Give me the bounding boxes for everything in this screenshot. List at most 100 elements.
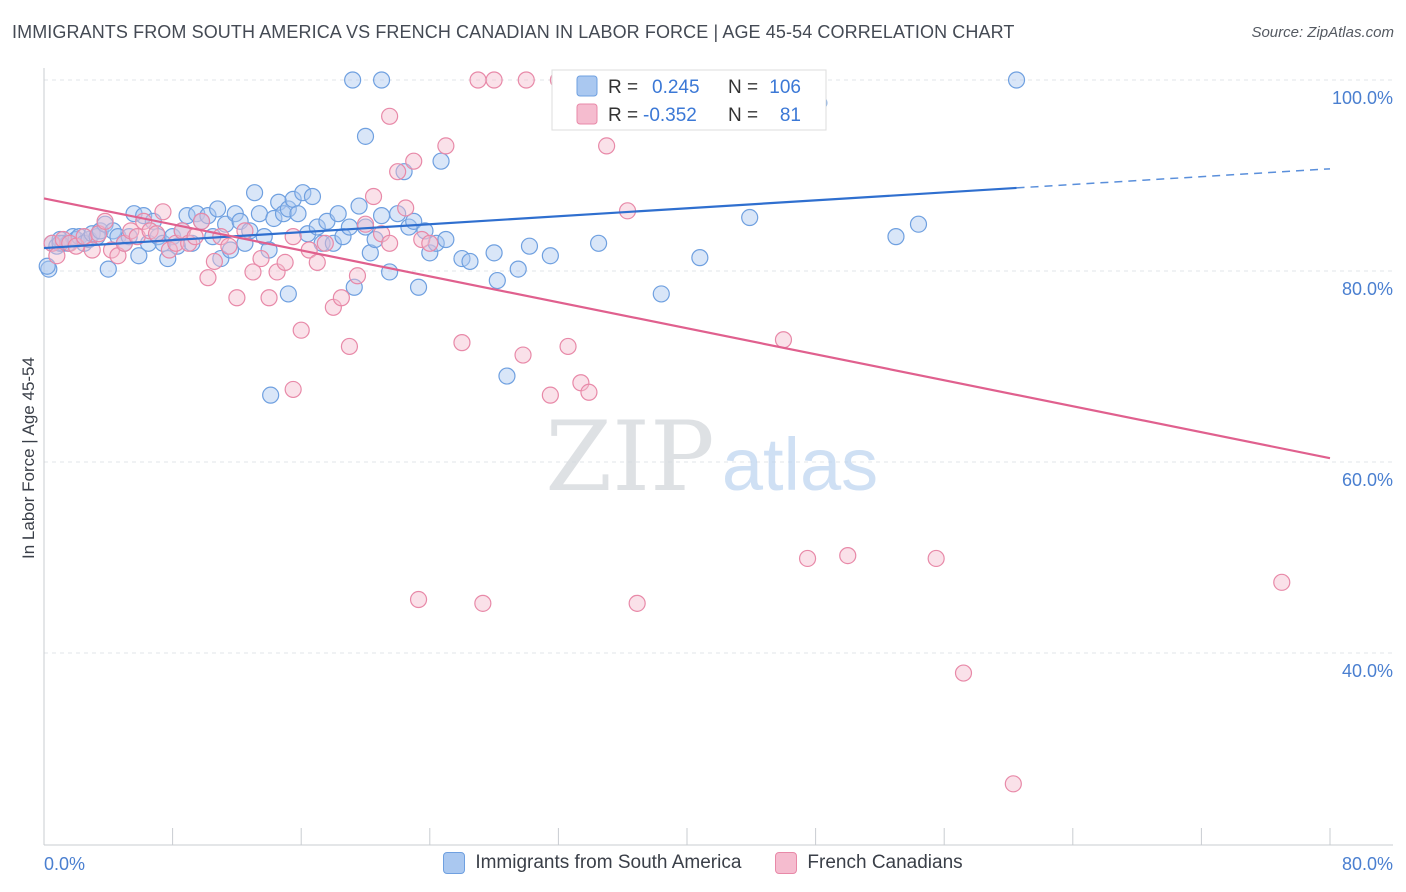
point-s1-78: [927, 549, 945, 568]
point-s1-25: [205, 252, 223, 271]
stats-n-label-1: N =: [728, 77, 758, 98]
point-s1-34: [276, 253, 294, 272]
point-s1-54: [453, 334, 471, 352]
point-s0-66: [350, 197, 368, 215]
point-s0-92: [356, 127, 375, 145]
point-s1-83: [409, 590, 428, 609]
stats-r-label-2: R =: [608, 105, 638, 126]
point-s0-62: [329, 205, 347, 223]
point-s0-101: [1007, 71, 1026, 89]
point-s1-45: [364, 187, 383, 206]
y-axis-label: In Labor Force | Age 45-54: [19, 357, 38, 559]
point-s0-89: [589, 234, 608, 252]
watermark-zip: ZIP: [545, 401, 714, 513]
legend-swatch-french-canadians: [775, 852, 798, 874]
point-s0-91: [372, 71, 391, 89]
point-s0-52: [279, 200, 297, 218]
trend-line-south-america-extension: [1016, 168, 1331, 189]
stats-r-value-2: -0.352: [643, 105, 697, 126]
point-s0-46: [250, 205, 269, 223]
point-s1-51: [413, 230, 431, 249]
gridlines: [44, 79, 1393, 654]
point-s0-98: [741, 208, 759, 227]
x-tick-left: 0.0%: [44, 854, 85, 874]
point-s1-39: [316, 234, 334, 252]
point-s0-0: [40, 260, 58, 278]
point-s0-51: [274, 205, 293, 223]
point-s1-47: [381, 234, 399, 252]
point-s0-45: [245, 184, 264, 202]
y-tick-label-2: 60.0%: [1342, 470, 1393, 490]
point-s0-93: [262, 386, 280, 404]
point-s1-81: [1273, 573, 1291, 591]
point-s1-27: [220, 237, 238, 255]
point-s1-76: [628, 594, 646, 612]
point-s1-31: [252, 249, 270, 268]
point-s0-73: [395, 163, 413, 181]
stats-swatch-south-america: [576, 75, 598, 97]
point-s1-50: [405, 152, 423, 170]
point-s1-42: [340, 337, 359, 356]
point-s1-68: [541, 386, 559, 404]
chart-source: Source: ZipAtlas.com: [1251, 24, 1394, 41]
point-s0-15: [99, 260, 117, 278]
point-s0-37: [209, 200, 227, 218]
point-s0-97: [691, 249, 709, 267]
point-s0-100: [909, 215, 928, 233]
point-s1-41: [332, 289, 350, 307]
point-s1-1: [48, 247, 66, 265]
legend-item-french-canadians[interactable]: French Canadians: [775, 852, 963, 874]
point-s0-86: [520, 237, 539, 255]
point-s1-36: [292, 321, 310, 339]
point-s0-84: [485, 244, 503, 262]
y-tick-labels: 100.0% 80.0% 60.0% 40.0%: [1332, 88, 1393, 681]
point-s1-82: [284, 380, 302, 399]
point-s0-96: [652, 285, 670, 303]
point-s1-12: [122, 222, 140, 240]
point-s1-72: [598, 137, 616, 155]
point-s0-80: [432, 152, 450, 170]
point-s1-8: [96, 212, 114, 230]
point-s0-21: [130, 247, 148, 265]
point-s1-49: [397, 199, 415, 217]
point-s0-55: [294, 184, 312, 202]
point-s0-90: [344, 71, 362, 89]
point-s1-71: [580, 383, 598, 401]
legend-item-south-america[interactable]: Immigrants from South America: [443, 852, 741, 874]
bottom-legend: Immigrants from South America French Can…: [0, 852, 1406, 874]
point-s1-48: [389, 163, 407, 181]
point-s0-35: [199, 207, 217, 225]
trend-line-french-canadians: [43, 197, 1331, 460]
point-s1-56: [485, 71, 503, 89]
point-s0-78: [421, 244, 439, 262]
trend-line-south-america: [43, 186, 1017, 250]
point-s1-84: [474, 594, 492, 612]
stats-r-label-1: R =: [608, 77, 638, 98]
stats-swatch-french-canadians: [576, 103, 598, 125]
point-s1-44: [356, 215, 375, 233]
point-s1-55: [469, 71, 487, 89]
stats-n-value-2: 81: [780, 105, 801, 126]
point-s0-57: [303, 187, 322, 206]
point-s0-81: [437, 230, 455, 249]
point-s0-27: [159, 249, 177, 268]
legend-swatch-south-america: [443, 852, 466, 874]
x-tick-right: 80.0%: [1342, 854, 1393, 874]
point-s1-30: [244, 263, 262, 281]
watermark-atlas: atlas: [722, 423, 878, 506]
point-s0-76: [409, 278, 428, 296]
point-s1-80: [1004, 775, 1022, 793]
point-s1-75: [798, 549, 817, 568]
point-s1-57: [517, 71, 535, 89]
point-s1-67: [514, 346, 532, 364]
point-s1-77: [839, 546, 857, 565]
point-s1-17: [154, 203, 172, 221]
point-s1-74: [774, 331, 793, 349]
point-s0-87: [541, 247, 559, 265]
legend-label-french-canadians: French Canadians: [807, 852, 963, 873]
point-s1-24: [199, 269, 217, 287]
point-s0-47: [255, 228, 273, 246]
point-s0-68: [361, 244, 379, 262]
point-s1-53: [437, 137, 455, 155]
axes: [43, 68, 1393, 846]
